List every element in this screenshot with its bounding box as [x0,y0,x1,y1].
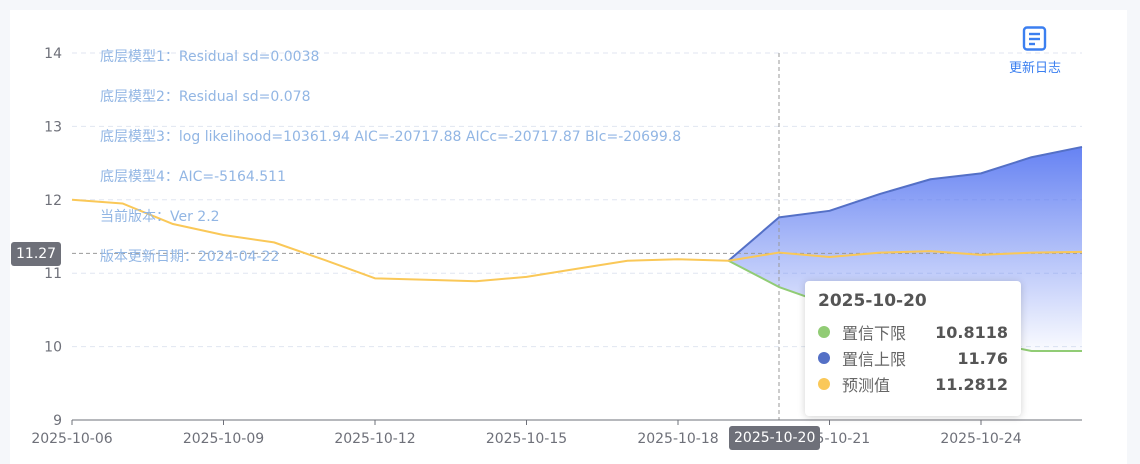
annotation-model-3: 底层模型3：log likelihood=10361.94 AIC=-20717… [100,129,682,145]
tooltip-series-name: 预测值 [842,376,891,395]
x-tick-label: 2025-10-12 [334,431,415,447]
changelog-button[interactable]: 更新日志 [1000,26,1070,76]
y-tick-label: 14 [44,46,62,62]
x-pointer-label: 2025-10-20 [729,426,821,450]
annotation-update-date: 版本更新日期：2024-04-22 [100,249,280,265]
annotation-model-1: 底层模型1：Residual sd=0.0038 [100,49,320,65]
document-icon [1022,26,1047,51]
y-pointer-label: 11.27 [11,242,62,266]
x-tick-label: 2025-10-18 [637,431,718,447]
y-tick-label: 12 [44,193,62,209]
axis-pointer [72,53,1082,420]
y-tick-label: 10 [44,340,62,356]
annotation-model-2: 底层模型2：Residual sd=0.078 [100,89,311,105]
tooltip-series-value: 11.76 [957,348,1008,368]
axes: 9 10 11 12 13 14 2025-10-06 2025-10-09 2025-10-1… [31,46,1082,447]
series-line-upper [727,145,1083,262]
tooltip-row-upper: 置信上限 11.76 [818,345,1008,371]
y-tick-label: 13 [44,119,62,135]
tooltip: 2025-10-20 置信下限 10.8118 置信上限 11.76 预测值 1… [805,281,1021,416]
x-tick-label: 2025-10-09 [183,431,264,447]
annotation-model-4: 底层模型4：AIC=-5164.511 [100,169,286,185]
tooltip-series-value: 11.2812 [935,374,1008,394]
y-tick-label: 9 [53,413,62,429]
annotation-version: 当前版本：Ver 2.2 [100,209,220,225]
x-tick-label: 2025-10-15 [486,431,567,447]
y-tick-label: 11 [44,266,62,282]
tooltip-row-lower: 置信下限 10.8118 [818,319,1008,345]
tooltip-series-name: 置信上限 [842,350,907,369]
legend-dot-upper [818,352,830,364]
x-tick-label: 2025-10-06 [31,431,112,447]
tooltip-series-name: 置信下限 [842,324,907,343]
tooltip-row-forecast: 预测值 11.2812 [818,371,1008,397]
tooltip-series-value: 10.8118 [935,322,1008,342]
legend-dot-forecast [818,378,830,390]
x-tick-label: 2025-10-24 [940,431,1021,447]
legend-dot-lower [818,326,830,338]
tooltip-title: 2025-10-20 [818,291,927,311]
changelog-label: 更新日志 [1008,61,1061,76]
series-line-forecast [71,198,1083,283]
